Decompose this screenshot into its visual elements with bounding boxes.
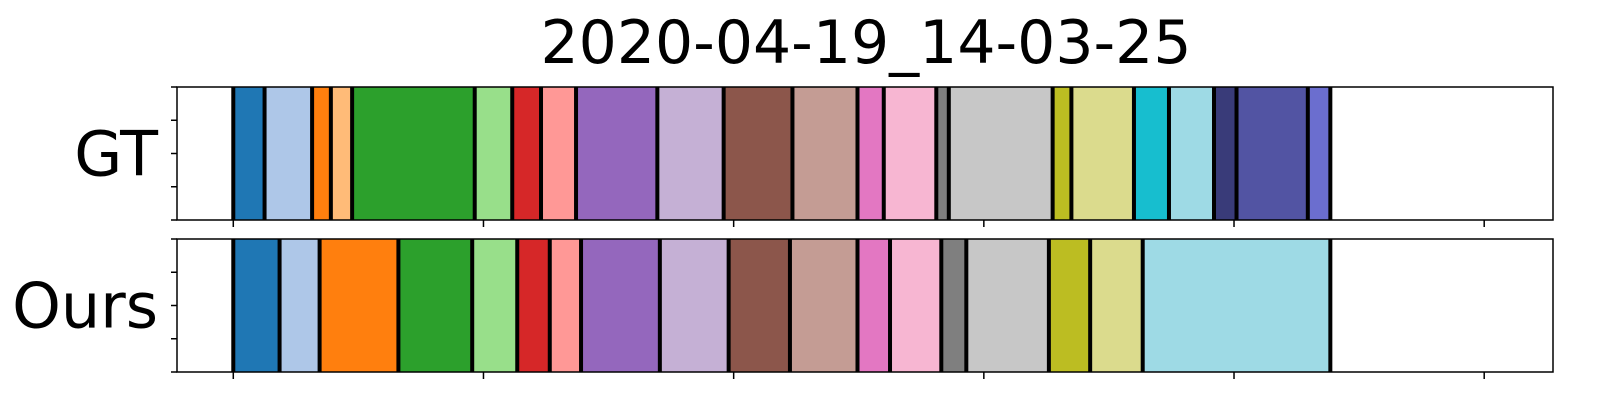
- segment-bar: [474, 87, 513, 220]
- segment-bar: [1052, 87, 1072, 220]
- segment-bar: [319, 239, 399, 372]
- segment-bar: [659, 239, 729, 372]
- row-gt: GT: [74, 86, 1554, 227]
- segment-bar: [1142, 239, 1331, 372]
- segment-bar: [966, 239, 1049, 372]
- segment-bar: [936, 87, 949, 220]
- segment-bar: [1071, 87, 1134, 220]
- segment-bar: [312, 87, 331, 220]
- segment-bar: [264, 87, 313, 220]
- segment-bar: [549, 239, 582, 372]
- row-label: Ours: [12, 270, 158, 343]
- segment-bar: [517, 239, 550, 372]
- rows-layer: GT Ours: [12, 86, 1554, 379]
- segment-bar: [890, 239, 942, 372]
- segment-bar: [657, 87, 724, 220]
- segment-bar: [541, 87, 577, 220]
- segment-bar: [948, 87, 1053, 220]
- chart-title: 2020-04-19_14-03-25: [540, 8, 1191, 78]
- segment-bar: [1214, 87, 1237, 220]
- segment-bar: [1168, 87, 1215, 220]
- segment-bar: [233, 87, 265, 220]
- segment-bar: [330, 87, 353, 220]
- segment-bar: [941, 239, 967, 372]
- segment-bar: [1133, 87, 1169, 220]
- segment-bar: [279, 239, 320, 372]
- segment-bar: [1236, 87, 1308, 220]
- row-ours: Ours: [12, 238, 1554, 379]
- segment-bar: [857, 239, 891, 372]
- segment-bar: [723, 87, 793, 220]
- segment-bar: [789, 239, 858, 372]
- segment-bar: [472, 239, 518, 372]
- segment-bar: [1307, 87, 1331, 220]
- segment-bar: [352, 87, 475, 220]
- segment-bar: [398, 239, 473, 372]
- segment-bar: [792, 87, 858, 220]
- segment-bar: [1048, 239, 1091, 372]
- row-label: GT: [74, 118, 159, 191]
- segment-bar: [581, 239, 660, 372]
- segment-bar: [512, 87, 542, 220]
- segment-bar: [1090, 239, 1143, 372]
- segment-bar: [576, 87, 658, 220]
- segment-bar: [728, 239, 790, 372]
- segment-bar: [883, 87, 937, 220]
- segment-bar: [857, 87, 884, 220]
- segment-bar: [233, 239, 280, 372]
